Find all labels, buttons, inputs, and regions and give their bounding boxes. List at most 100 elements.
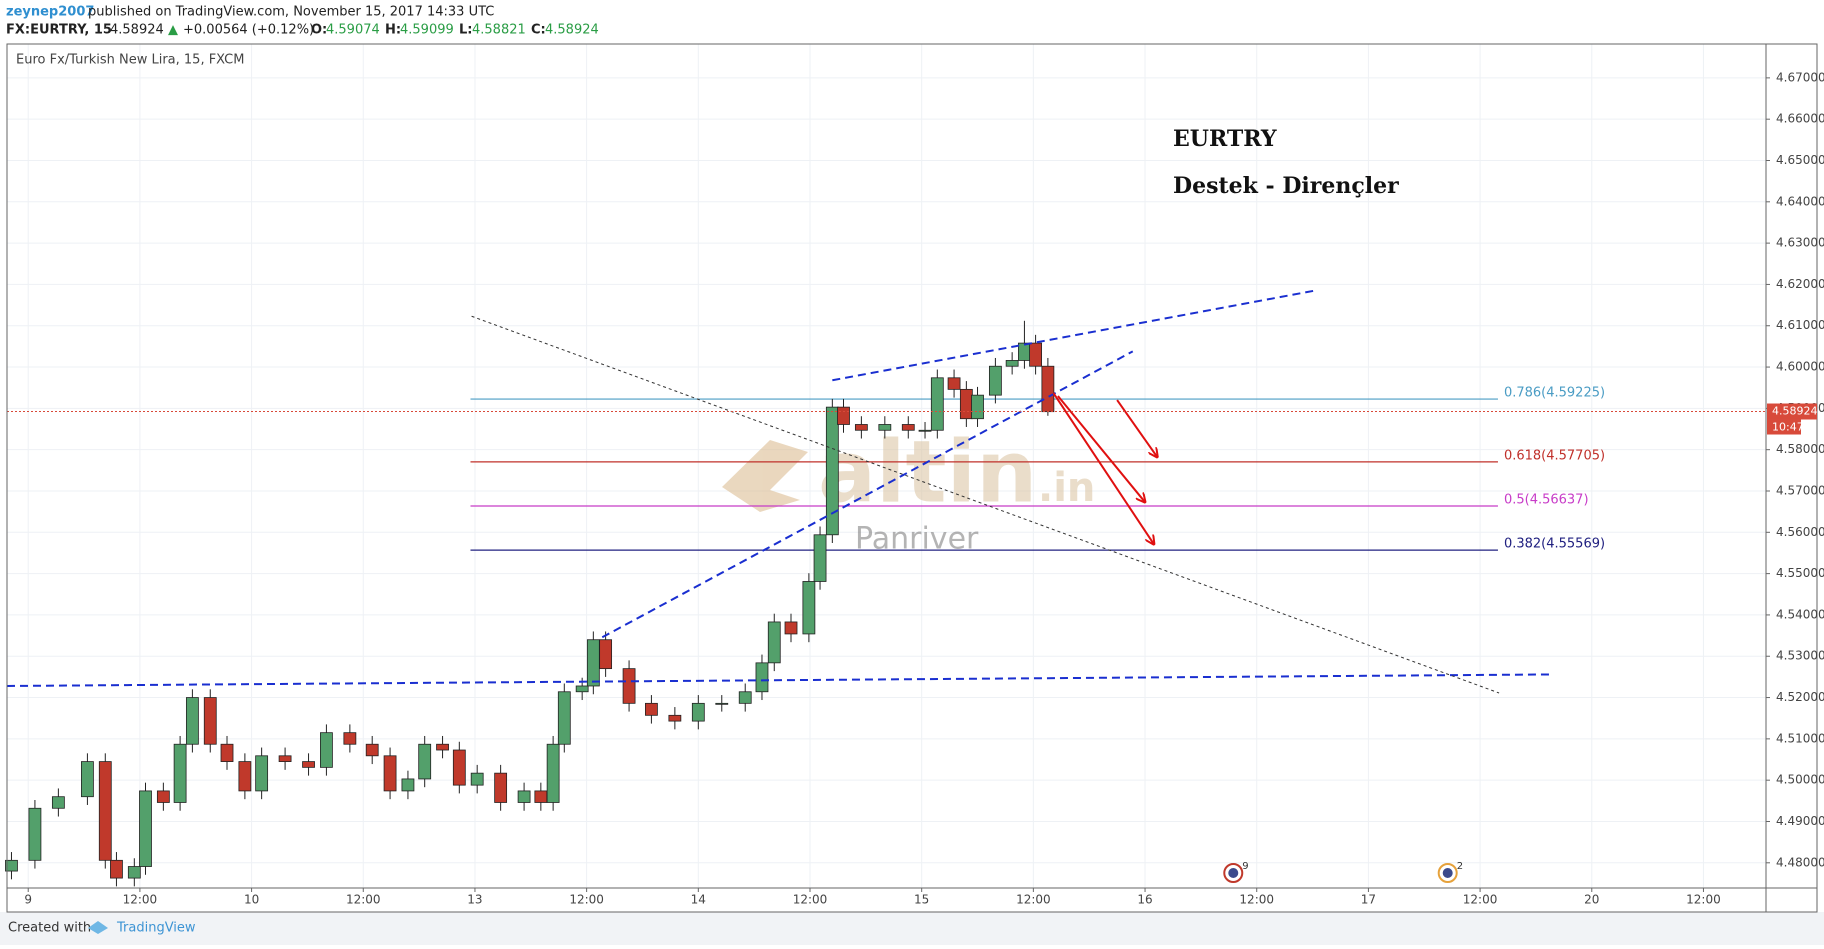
candle-body xyxy=(988,365,1002,396)
candle-body xyxy=(1029,342,1042,367)
trendline xyxy=(832,289,1315,382)
candle-body xyxy=(401,778,415,792)
last-price: 4.58924 xyxy=(110,23,164,38)
candle-body xyxy=(878,424,892,431)
y-tick-label: 4.48000 xyxy=(1776,855,1824,869)
author[interactable]: zeynep2007 xyxy=(6,5,94,20)
candle-body xyxy=(185,697,199,745)
y-tick-label: 4.58000 xyxy=(1776,442,1824,456)
y-tick-label: 4.60000 xyxy=(1776,360,1824,374)
y-tick-label: 4.54000 xyxy=(1776,607,1824,621)
candle-body xyxy=(947,377,961,390)
candle-body xyxy=(320,732,333,768)
arrow xyxy=(1116,399,1157,457)
candle-body xyxy=(139,790,152,867)
event-count: 2 xyxy=(1457,861,1463,872)
arrow xyxy=(1057,395,1145,502)
x-tick-label: 20 xyxy=(1584,893,1599,907)
candle-body xyxy=(645,702,658,716)
candle-body xyxy=(802,581,816,635)
candle-body xyxy=(365,743,379,757)
watermark-suffix: .in xyxy=(1038,465,1095,511)
low: 4.58821 xyxy=(472,23,526,38)
x-tick-label: 12:00 xyxy=(346,893,381,907)
candle-body xyxy=(238,761,252,792)
candle-body xyxy=(755,662,769,693)
trendline xyxy=(601,350,1134,639)
y-tick-label: 4.50000 xyxy=(1776,773,1824,787)
y-tick-label: 4.65000 xyxy=(1776,153,1824,167)
y-tick-label: 4.56000 xyxy=(1776,525,1824,539)
y-tick-label: 4.51000 xyxy=(1776,731,1824,745)
y-tick-label: 4.57000 xyxy=(1776,483,1824,497)
candle-body xyxy=(837,406,850,425)
candle-body xyxy=(825,406,839,536)
fib-label: 0.382(4.55569) xyxy=(1504,537,1605,552)
header-line-1: zeynep2007 published on TradingView.com,… xyxy=(6,5,494,20)
candle-body xyxy=(691,702,705,722)
high: 4.59099 xyxy=(400,23,454,38)
event-count: 9 xyxy=(1242,861,1248,872)
c-label: C: xyxy=(531,23,546,38)
candle-body xyxy=(971,394,984,420)
o-label: O: xyxy=(311,23,327,38)
watermark-main: altin xyxy=(818,422,1037,522)
candle-body xyxy=(28,807,42,861)
candle-body xyxy=(127,866,141,879)
candle-body xyxy=(715,702,729,705)
candle-body xyxy=(959,388,973,420)
y-tick-label: 4.66000 xyxy=(1776,112,1824,126)
candle-body xyxy=(343,732,357,745)
candle-body xyxy=(668,714,682,722)
y-tick-label: 4.49000 xyxy=(1776,814,1824,828)
candle-body xyxy=(156,790,170,803)
footer-logo xyxy=(88,921,108,934)
candle-body xyxy=(854,424,868,431)
footer-brand[interactable]: TradingView xyxy=(116,921,196,936)
x-tick-label: 17 xyxy=(1361,893,1376,907)
fib-label: 0.786(4.59225) xyxy=(1504,386,1605,401)
candle-body xyxy=(418,743,432,780)
annotation-subtitle: Destek - Dirençler xyxy=(1173,173,1399,199)
x-tick-label: 14 xyxy=(691,893,706,907)
candle-body xyxy=(901,424,915,431)
y-tick-label: 4.63000 xyxy=(1776,236,1824,250)
x-tick-label: 15 xyxy=(914,893,929,907)
y-tick-label: 4.61000 xyxy=(1776,318,1824,332)
footer-created: Created with xyxy=(8,921,91,936)
fib-label: 0.5(4.56637) xyxy=(1504,492,1589,507)
chart-title: Euro Fx/Turkish New Lira, 15, FXCM xyxy=(16,53,244,68)
candle-body xyxy=(494,772,508,803)
candle-body xyxy=(436,743,449,751)
y-tick-label: 4.62000 xyxy=(1776,277,1824,291)
x-tick-label: 12:00 xyxy=(793,893,828,907)
candle-body xyxy=(546,743,560,803)
trendline xyxy=(471,315,1500,694)
candle-body xyxy=(5,859,18,872)
candle-body xyxy=(1005,360,1019,367)
candle-body xyxy=(383,755,397,792)
candle-body xyxy=(203,697,217,745)
candle-body xyxy=(738,691,752,704)
frame xyxy=(6,43,1818,913)
y-tick-label: 4.64000 xyxy=(1776,194,1824,208)
h-label: H: xyxy=(385,23,401,38)
event-marker-inner xyxy=(1442,868,1453,878)
candle-body xyxy=(586,639,600,687)
x-tick-label: 10 xyxy=(244,893,259,907)
annotation-title: EURTRY xyxy=(1173,126,1277,152)
candle-body xyxy=(575,685,589,693)
published: published on TradingView.com, November 1… xyxy=(88,5,494,20)
grid xyxy=(7,44,1766,888)
y-tick-label: 4.67000 xyxy=(1776,70,1824,84)
candle-body xyxy=(173,743,187,803)
candle-body xyxy=(767,621,781,664)
candle-body xyxy=(557,691,571,745)
x-tick-label: 12:00 xyxy=(1016,893,1051,907)
watermark-logo xyxy=(722,440,808,512)
change: +0.00564 (+0.12%) xyxy=(183,23,314,38)
symbol: FX:EURTRY, 15 xyxy=(6,23,112,38)
candle-body xyxy=(534,790,548,803)
watermark-sub: Panriver xyxy=(855,522,979,557)
